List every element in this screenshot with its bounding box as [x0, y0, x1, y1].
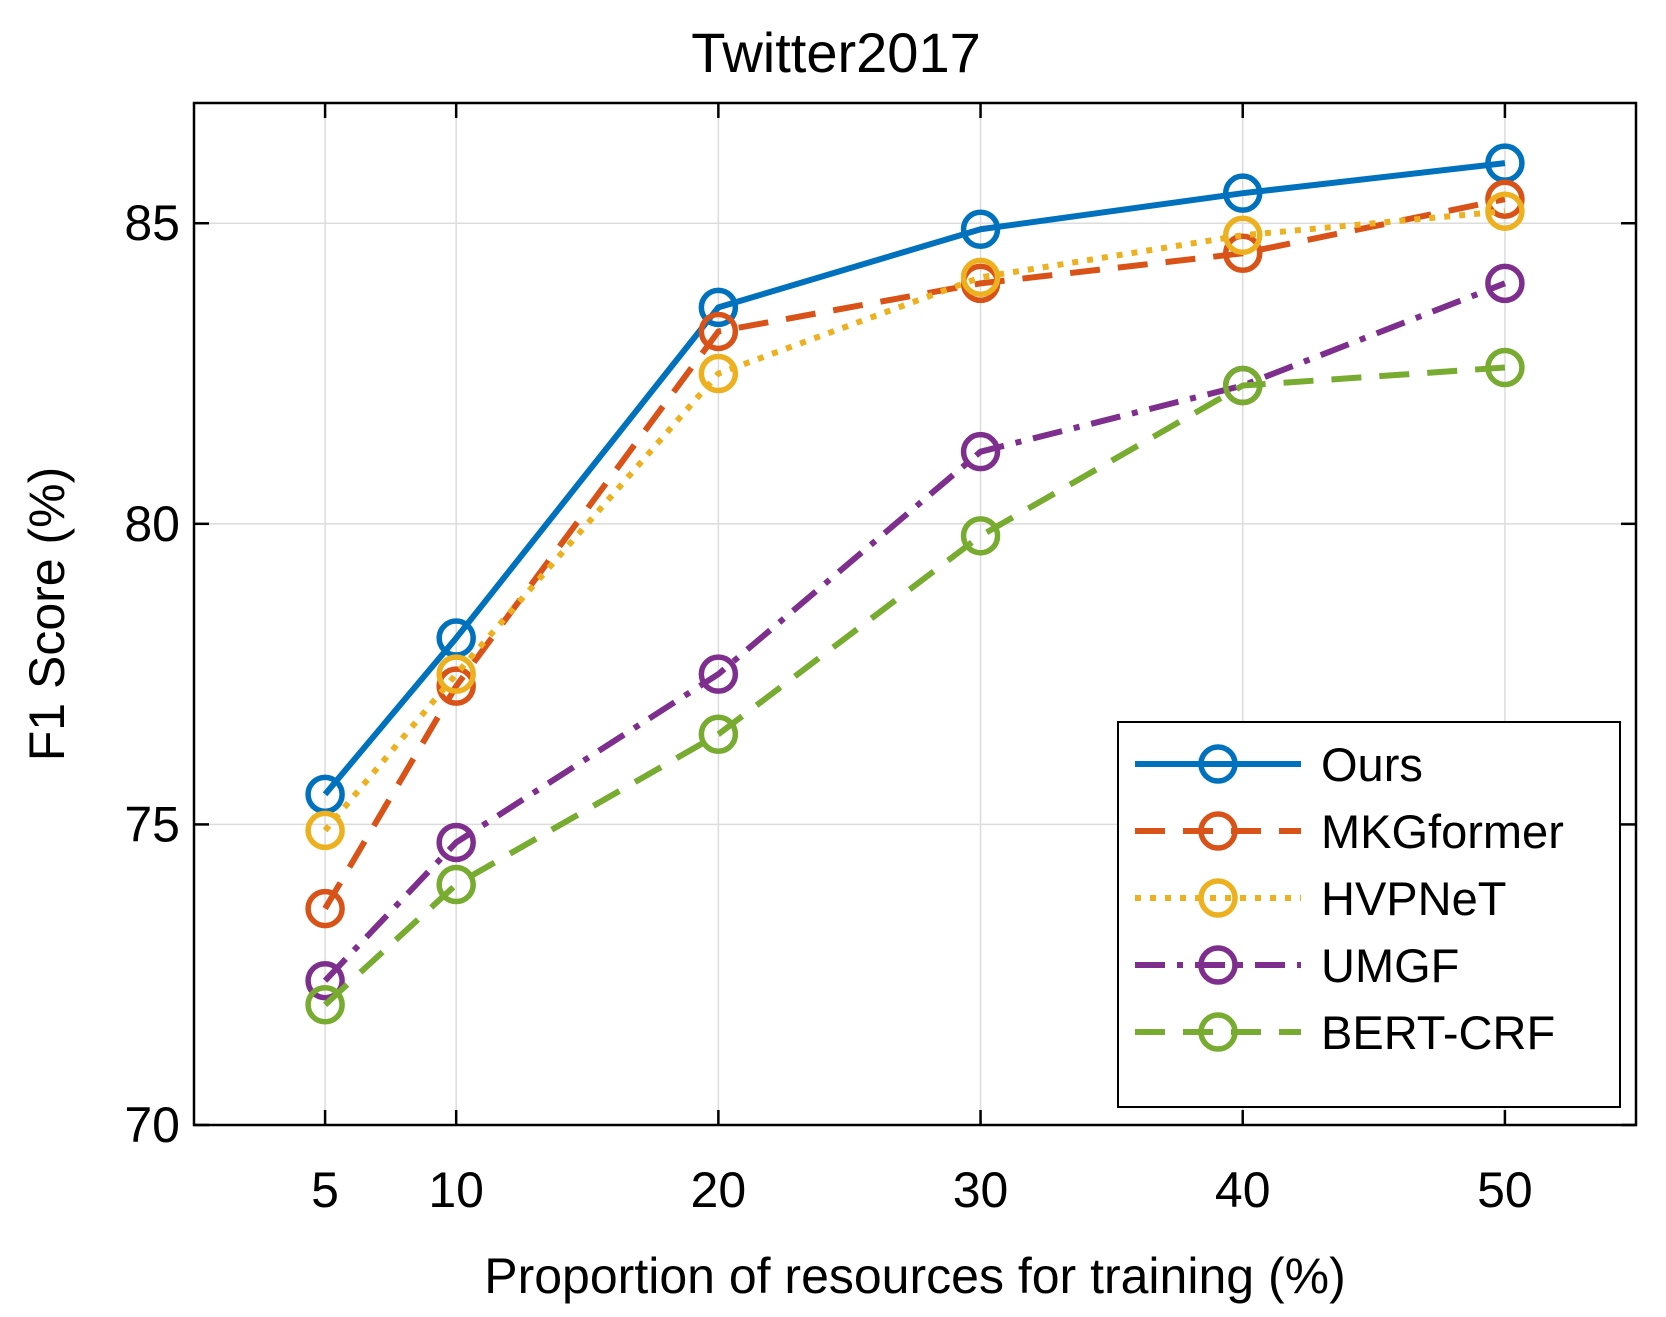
- y-tick-label: 80: [124, 496, 180, 552]
- x-tick-label: 20: [691, 1162, 747, 1218]
- data-point: [698, 654, 739, 694]
- legend-marker: [1198, 945, 1238, 985]
- x-tick-label: 10: [428, 1162, 484, 1218]
- series-hvpnet: [305, 191, 1525, 851]
- series-umgf: [305, 263, 1525, 1001]
- legend-item: HVPNeT: [1135, 872, 1506, 925]
- series-group: [305, 143, 1525, 1025]
- y-axis-label: F1 Score (%): [19, 467, 75, 762]
- plot-frame: [192, 101, 1638, 1127]
- data-point: [698, 311, 739, 352]
- y-tick-label: 85: [124, 195, 180, 251]
- data-point: [436, 654, 476, 694]
- series-line: [322, 196, 1506, 911]
- legend-item: Ours: [1135, 738, 1423, 791]
- series-line: [322, 280, 1506, 983]
- data-point: [1222, 365, 1263, 406]
- series-line: [322, 160, 1506, 797]
- data-point: [305, 985, 345, 1025]
- data-point: [436, 864, 476, 905]
- x-axis-label: Proportion of resources for training (%): [484, 1248, 1345, 1304]
- series-bert-crf: [305, 347, 1525, 1025]
- ticks: 5 10 20 30 40 50 70 75 80 85: [124, 103, 1636, 1218]
- data-point: [1485, 347, 1525, 388]
- y-tick-label: 70: [124, 1097, 180, 1153]
- y-tick-label: 75: [124, 796, 180, 852]
- data-point: [960, 516, 1001, 556]
- data-point: [436, 822, 476, 863]
- legend-marker: [1198, 878, 1238, 918]
- data-point: [960, 257, 1001, 298]
- data-point: [1485, 263, 1525, 304]
- data-point: [305, 810, 345, 851]
- data-point: [698, 353, 739, 394]
- data-point: [305, 888, 345, 929]
- x-tick-label: 30: [953, 1162, 1009, 1218]
- x-tick-label: 40: [1215, 1162, 1271, 1218]
- legend-item: MKGformer: [1135, 805, 1564, 858]
- legend-label: HVPNeT: [1321, 872, 1506, 925]
- x-tick-label: 50: [1477, 1162, 1533, 1218]
- legend-item: UMGF: [1135, 939, 1459, 992]
- data-point: [305, 960, 345, 1001]
- legend-marker: [1198, 744, 1238, 784]
- series-line: [322, 208, 1506, 833]
- data-point: [960, 209, 1001, 249]
- data-point: [1222, 173, 1263, 213]
- legend-marker: [1198, 1012, 1238, 1052]
- x-tick-label: 5: [311, 1162, 339, 1218]
- data-point: [1222, 233, 1263, 274]
- legend-label: MKGformer: [1321, 805, 1564, 858]
- data-point: [1222, 215, 1263, 256]
- data-point: [698, 287, 739, 328]
- legend-label: BERT-CRF: [1321, 1006, 1555, 1059]
- data-point: [960, 431, 1001, 472]
- data-point: [436, 666, 476, 706]
- legend-item: BERT-CRF: [1135, 1006, 1555, 1059]
- series-ours: [305, 143, 1525, 815]
- legend-marker: [1198, 811, 1238, 851]
- legend-label: UMGF: [1321, 939, 1459, 992]
- legend-label: Ours: [1321, 738, 1423, 791]
- series-line: [323, 364, 1506, 1007]
- legend: Ours MKGformer HVPNeT UMGF BERT-CRF: [1117, 721, 1621, 1108]
- chart-title: Twitter2017: [691, 21, 981, 84]
- data-point: [1485, 191, 1525, 231]
- data-point: [698, 714, 739, 754]
- data-point: [1485, 179, 1525, 219]
